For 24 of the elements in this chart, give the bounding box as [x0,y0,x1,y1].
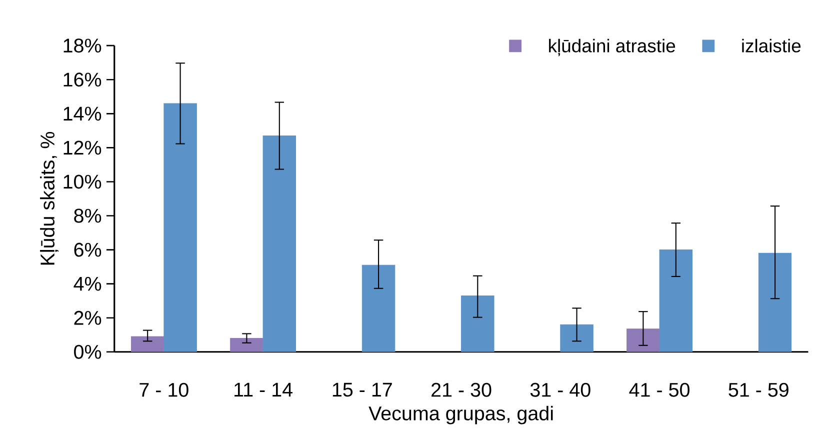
y-tick-label: 10% [64,174,102,189]
x-tick-label: 51 - 59 [728,382,788,397]
x-tick-label: 21 - 30 [432,382,492,397]
y-tick-label: 6% [74,242,102,257]
y-tick-label: 0% [74,344,102,359]
y-tick-label: 12% [64,140,102,155]
y-tick-label: 2% [74,310,102,325]
legend-label: kļūdaini atrastie [549,38,676,56]
bar [130,336,164,352]
x-tick-label: 11 - 14 [234,382,292,396]
y-tick-label: 14% [64,106,102,121]
x-tick-label: 41 - 50 [629,382,690,397]
y-tick-label: 18% [64,38,102,53]
x-axis-title: Vecuma grupas, gadi [368,406,553,424]
y-axis-title: Kļūdu skaits, % [40,132,59,265]
x-tick-label: 31 - 40 [530,382,590,397]
x-tick-label: 15 - 17 [332,382,392,397]
bar [230,338,264,352]
y-tick-label: 8% [74,208,102,223]
y-tick-label: 16% [64,72,102,87]
legend-label: izlaistie [742,38,801,52]
bar [626,328,660,352]
y-tick-label: 4% [74,276,102,291]
x-tick-label: 7 - 10 [140,382,188,397]
